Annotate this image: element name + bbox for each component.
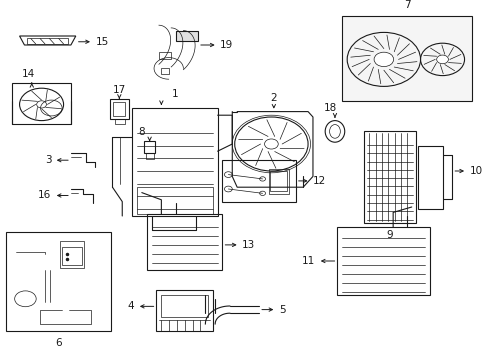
Bar [156, 290, 212, 331]
Bar [161, 68, 168, 74]
Text: 8: 8 [138, 127, 145, 137]
Text: 10: 10 [468, 166, 482, 176]
Bar [12, 83, 71, 124]
Bar [145, 153, 153, 159]
Bar [27, 38, 68, 44]
Text: 5: 5 [278, 305, 285, 315]
Bar [62, 247, 81, 265]
Circle shape [436, 55, 447, 64]
Text: 7: 7 [403, 0, 409, 10]
Bar [137, 187, 212, 214]
Bar [417, 146, 442, 209]
Text: 11: 11 [302, 256, 315, 266]
Bar [337, 227, 429, 295]
Bar [6, 232, 111, 331]
Bar [161, 295, 207, 317]
Bar [110, 99, 128, 119]
Bar [270, 171, 286, 191]
Text: 19: 19 [220, 40, 233, 50]
Bar [132, 108, 217, 216]
Bar [60, 241, 84, 268]
Bar [159, 52, 171, 59]
Text: 3: 3 [44, 155, 51, 165]
Circle shape [264, 139, 278, 149]
Bar [113, 102, 125, 116]
Text: 14: 14 [22, 69, 35, 79]
Circle shape [37, 101, 46, 108]
Bar [268, 169, 288, 194]
Bar [146, 214, 222, 270]
Text: 17: 17 [112, 85, 125, 95]
Bar [222, 160, 295, 202]
Text: 2: 2 [270, 93, 277, 103]
Text: 16: 16 [38, 190, 51, 201]
Text: 4: 4 [127, 301, 134, 311]
Bar [364, 131, 415, 223]
Text: 12: 12 [312, 176, 325, 186]
Text: 6: 6 [55, 338, 61, 348]
Text: 1: 1 [171, 89, 178, 99]
Text: 9: 9 [386, 230, 392, 240]
Text: 15: 15 [95, 37, 108, 47]
Bar [342, 16, 471, 101]
Bar [176, 31, 198, 41]
Circle shape [373, 52, 393, 67]
Text: 13: 13 [242, 240, 255, 250]
Text: 18: 18 [323, 103, 336, 113]
Bar [144, 141, 155, 153]
